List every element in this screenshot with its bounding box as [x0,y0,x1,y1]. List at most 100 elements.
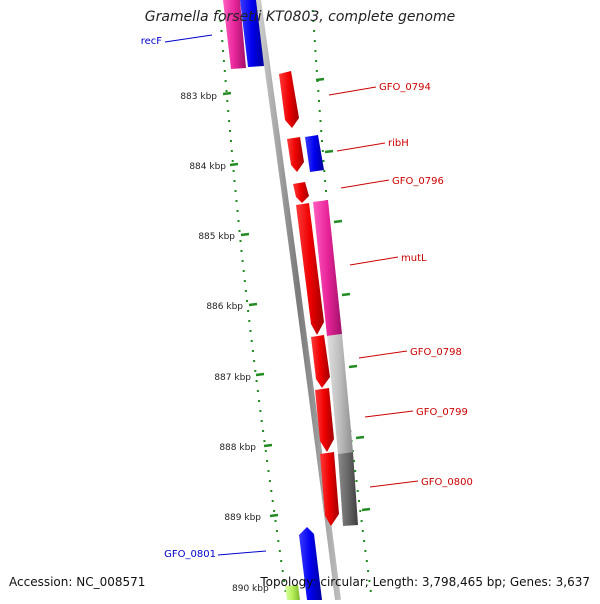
ring-dot [260,420,263,422]
gene-gfo-0794[interactable] [279,71,299,128]
gene-label-recf[interactable]: recF [141,36,163,47]
ring-dot [236,210,239,212]
ring-dot [237,220,240,222]
gene-gfo-0801[interactable] [299,527,322,600]
gene-label-gfo-0801[interactable]: GFO_0801 [164,549,216,560]
ruler-label: 886 kbp [206,302,243,312]
leader-gfo-0798 [358,350,408,359]
category-lime [285,585,300,600]
ring-dot [238,230,241,232]
ring-dot [232,170,235,172]
ring-dot [275,530,278,532]
gene-recf-magenta[interactable] [223,0,246,69]
leader-gfo-0794 [328,86,377,96]
ring-dot [313,30,316,32]
ring-dot [358,500,360,502]
ring-dot [218,10,221,12]
ring-dot [256,390,259,392]
ruler-tick [255,372,265,377]
ring-dot [353,460,355,462]
ring-dot [250,340,253,342]
category-light-gray [327,334,353,454]
gene-gfo-0796[interactable] [293,182,309,203]
ruler-label: 887 kbp [214,373,251,383]
ring-dot [280,560,283,562]
ring-dot [274,520,277,522]
ring-dot [271,500,274,502]
ring-dot [240,250,243,252]
ruler-tick [222,91,232,96]
ring-dot [315,70,318,72]
ring-dot [219,20,222,22]
ring-dot [273,510,276,512]
ring-dot [278,550,281,552]
ring-dot [221,40,224,42]
ring-dot [267,470,270,472]
ring-dot [319,120,322,122]
gene-label-gfo-0799[interactable]: GFO_0799 [416,407,468,418]
gene-gfo-0800[interactable] [320,452,339,526]
ring-dot [254,370,257,372]
ruler-label: 884 kbp [189,162,226,172]
ring-dot [364,550,367,552]
ring-dot [247,310,250,312]
leader-recf [164,34,213,43]
gene-label-mutl[interactable]: mutL [401,253,427,264]
ring-dot [262,430,265,432]
gene-gfo-0798[interactable] [311,335,330,388]
gene-gfo-0799[interactable] [315,388,334,452]
ruler-labels: 883 kbp 884 kbp 885 kbp 886 kbp 887 kbp … [180,92,269,594]
ring-dot [264,450,267,452]
leader-gfo-0800 [369,480,419,488]
ring-dot [312,20,315,22]
ring-dot [222,60,225,62]
ruler-label: 883 kbp [180,92,217,102]
accession-text: Accession: NC_008571 [9,575,146,589]
ring-dot [253,360,256,362]
ruler-tick [269,513,279,518]
ring-dot [224,80,227,82]
leader-lines [164,34,419,556]
ring-dot [314,50,317,52]
ring-dot [355,480,358,482]
ring-dot [313,40,316,42]
ring-dot [367,570,370,572]
ruler-label: 890 kbp [232,584,269,594]
ring-dot [225,90,228,92]
ring-dot [356,490,359,492]
ruler-tick [333,219,343,224]
gene-label-gfo-0800[interactable]: GFO_0800 [421,477,473,488]
ring-dot [325,190,327,192]
gene-mutl[interactable] [296,203,324,335]
ring-dot [318,110,321,112]
ring-dot [244,290,247,292]
ruler-label: 885 kbp [198,232,235,242]
gene-label-gfo-0794[interactable]: GFO_0794 [379,82,431,93]
ring-dot [251,350,254,352]
ring-dot [239,240,242,242]
category-dark-gray [338,452,358,526]
category-mutl-magenta [313,200,342,336]
gene-label-ribh[interactable]: ribH [388,138,409,149]
ruler-label: 889 kbp [224,513,261,523]
gene-recf-blue[interactable] [240,0,264,67]
leader-gfo-0801 [217,550,267,556]
ring-dot [324,180,327,182]
genome-summary-text: Topology: circular; Length: 3,798,465 bp… [260,575,590,589]
ring-dot [249,330,252,332]
ring-dot [233,180,236,182]
gene-ribh[interactable] [287,137,304,172]
leader-ribh [336,142,386,152]
ring-dot [230,150,233,152]
ruler-tick [240,232,250,237]
gene-label-gfo-0798[interactable]: GFO_0798 [410,347,462,358]
ruler-tick [341,292,351,297]
ring-dot [317,90,320,92]
gene-label-gfo-0796[interactable]: GFO_0796 [392,176,444,187]
ring-dot [243,280,246,282]
ring-dot [365,560,368,562]
ring-dot [321,140,323,142]
ring-dot [369,590,372,592]
ring-dot [322,160,325,162]
ring-dot [281,570,284,572]
